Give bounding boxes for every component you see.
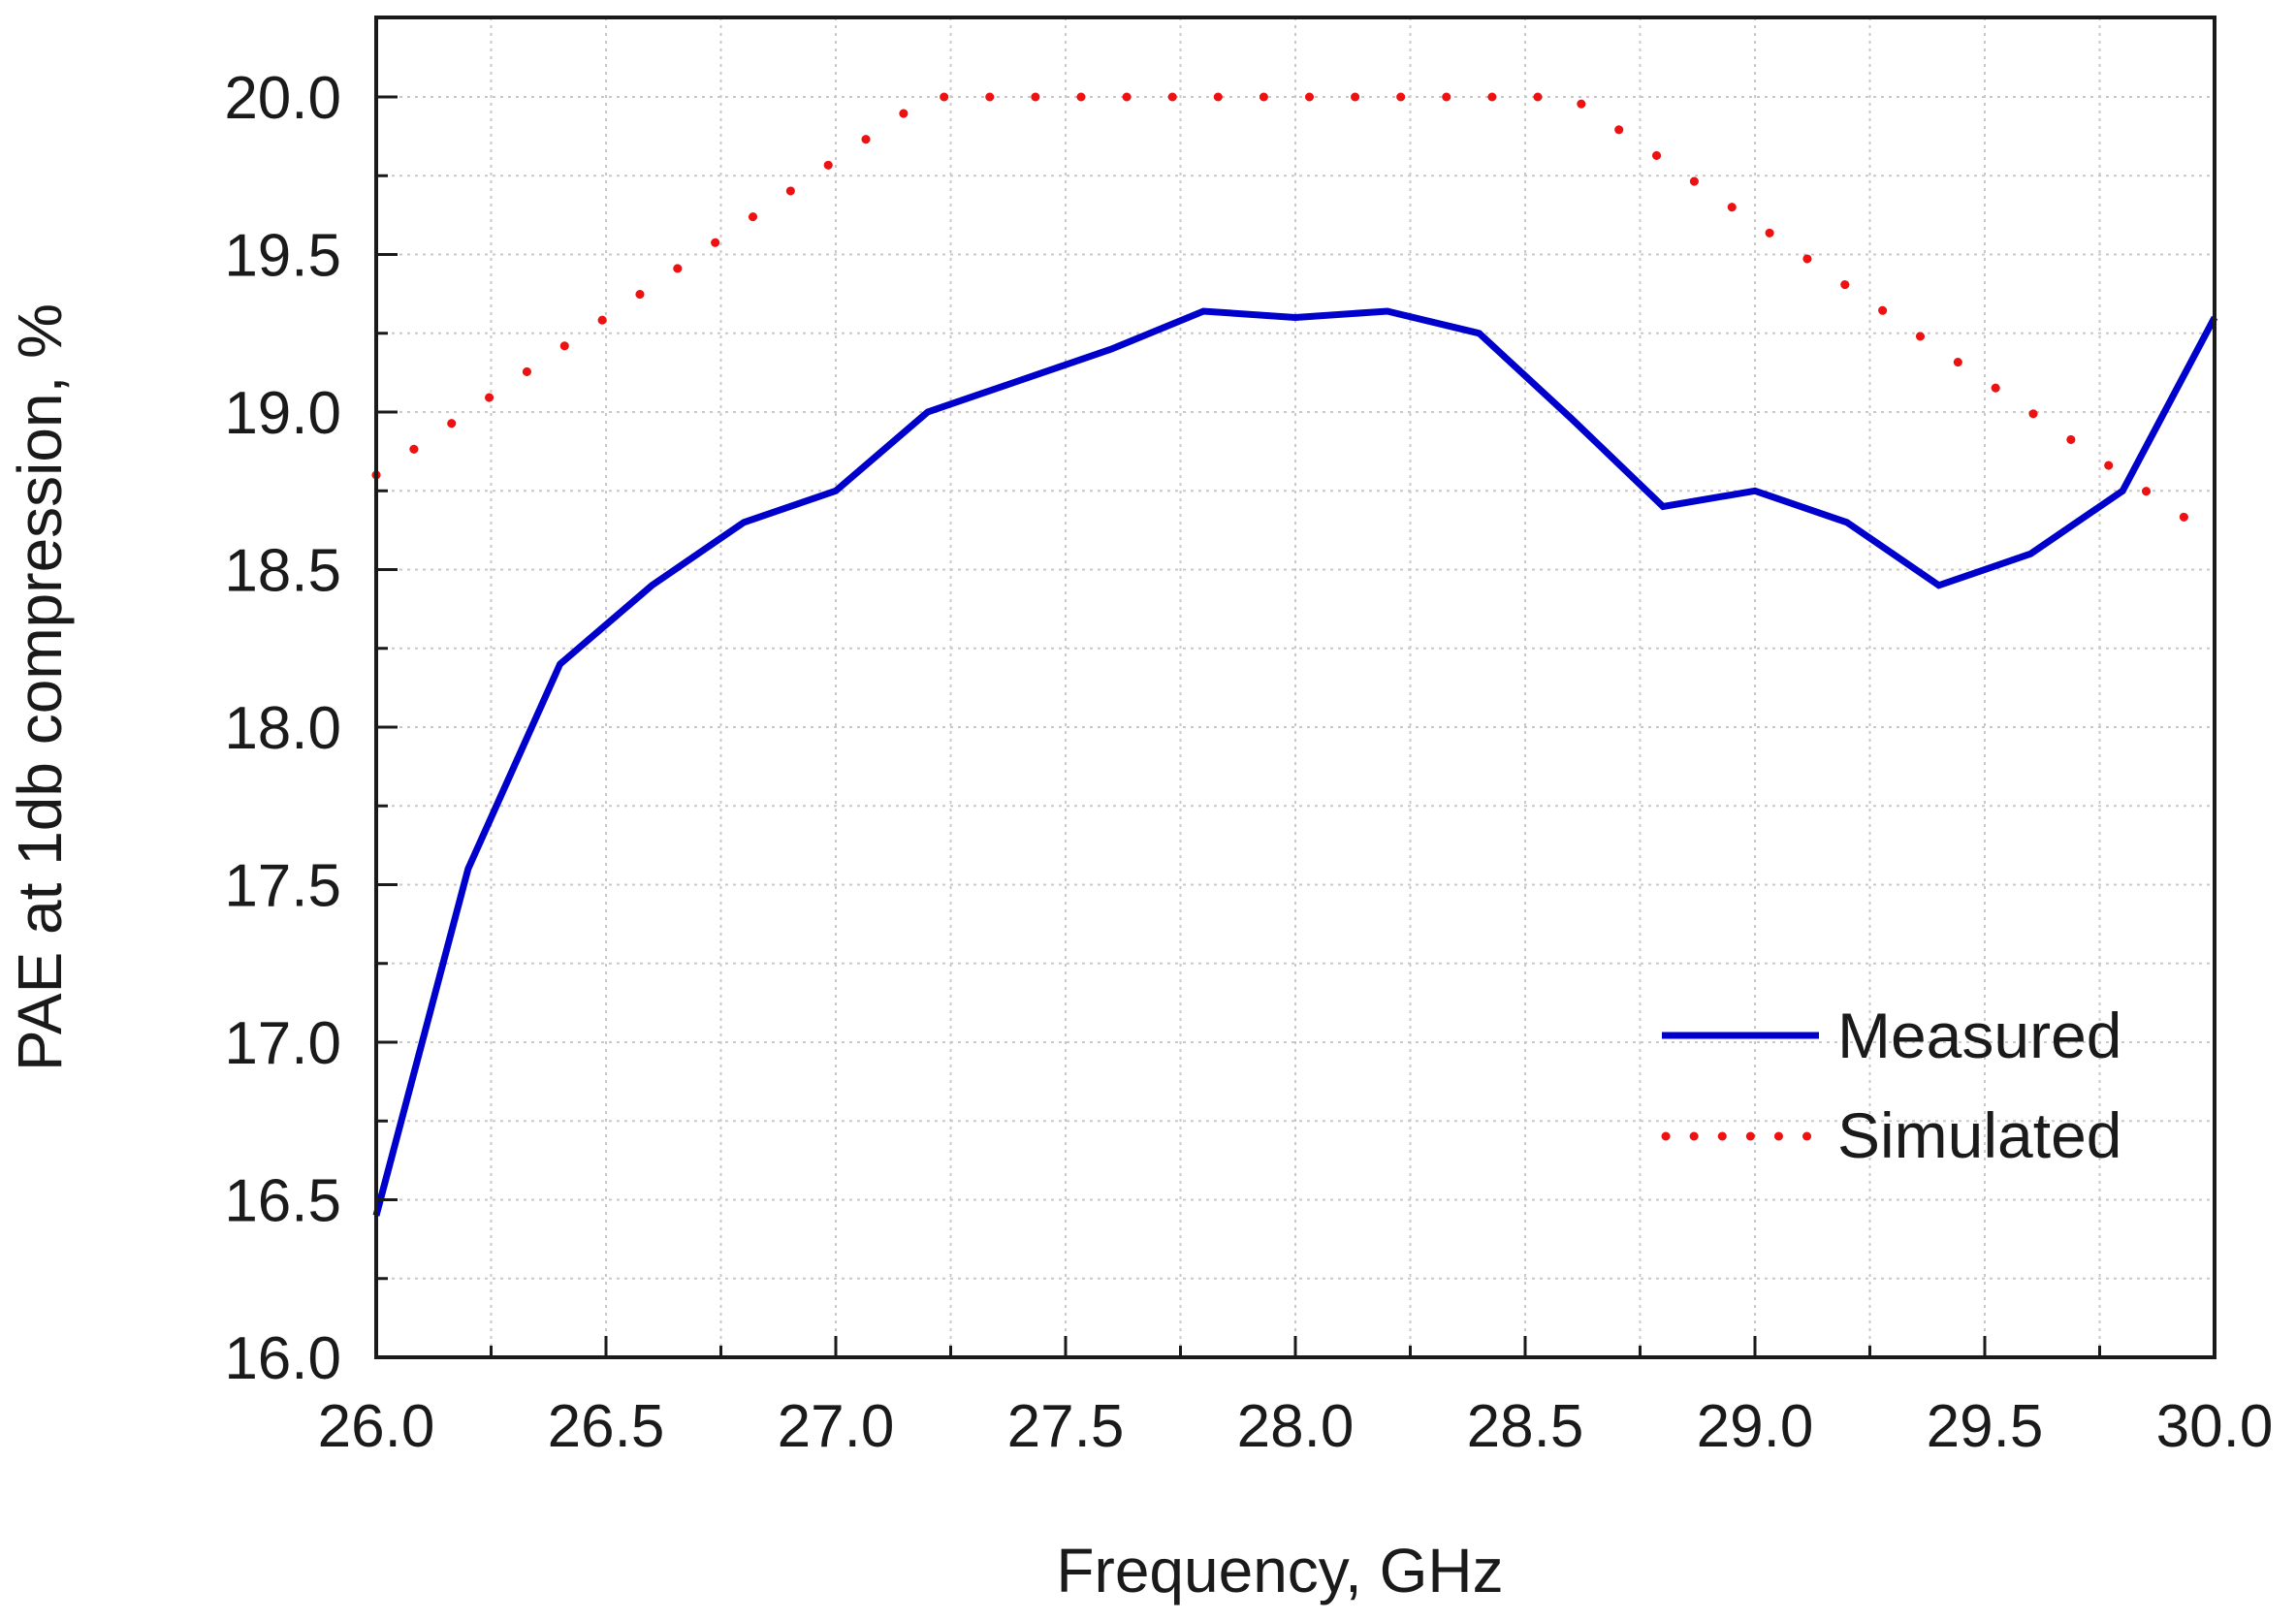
x-tick-label: 29.0 xyxy=(1697,1393,1814,1460)
x-tick-label: 30.0 xyxy=(2156,1393,2274,1460)
legend: Measured Simulated xyxy=(1661,1000,2122,1171)
x-tick-label: 28.0 xyxy=(1237,1393,1355,1460)
series-layer xyxy=(371,92,2218,1217)
minor-ticks xyxy=(376,174,2101,1357)
y-tick-label: 18.0 xyxy=(224,695,341,762)
x-tick-label: 28.5 xyxy=(1467,1393,1584,1460)
y-tick-label: 17.5 xyxy=(224,853,341,920)
y-axis-title: PAE at 1db compression, % xyxy=(5,303,75,1071)
y-tick-label: 19.5 xyxy=(224,223,341,290)
x-axis-title: Frequency, GHz xyxy=(1056,1536,1503,1605)
y-tick-label: 16.0 xyxy=(224,1325,341,1392)
y-tick-label: 17.0 xyxy=(224,1010,341,1077)
series-line-measured xyxy=(372,307,2218,1217)
series-line-simulated xyxy=(371,92,2196,527)
x-tick-label: 27.0 xyxy=(778,1393,895,1460)
y-tick-label: 20.0 xyxy=(224,65,341,132)
major-ticks xyxy=(374,95,2216,1359)
x-tick-label: 27.5 xyxy=(1007,1393,1125,1460)
x-tick-labels: 26.0 26.5 27.0 27.5 28.0 28.5 29.0 29.5 30.0 xyxy=(318,1393,2274,1460)
x-tick-label: 29.5 xyxy=(1927,1393,2044,1460)
y-tick-label: 18.5 xyxy=(224,538,341,605)
y-tick-labels: 16.0 16.5 17.0 17.5 18.0 18.5 19.0 19.5 20.0 xyxy=(224,65,341,1392)
y-tick-label: 19.0 xyxy=(224,380,341,447)
x-tick-label: 26.0 xyxy=(318,1393,435,1460)
y-tick-label: 16.5 xyxy=(224,1168,341,1235)
legend-label-simulated: Simulated xyxy=(1837,1099,2122,1171)
x-tick-label: 26.5 xyxy=(548,1393,665,1460)
legend-label-measured: Measured xyxy=(1837,1000,2122,1071)
